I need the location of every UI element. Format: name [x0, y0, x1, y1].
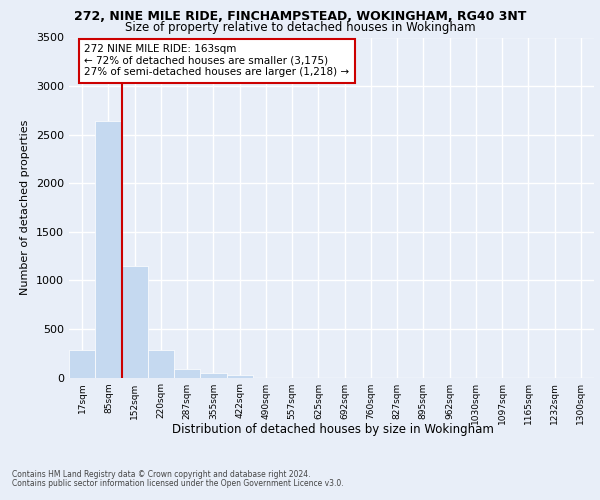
Y-axis label: Number of detached properties: Number of detached properties	[20, 120, 31, 295]
Text: Distribution of detached houses by size in Wokingham: Distribution of detached houses by size …	[172, 422, 494, 436]
Bar	[121, 266, 148, 378]
Text: Size of property relative to detached houses in Wokingham: Size of property relative to detached ho…	[125, 21, 475, 34]
Bar	[174, 369, 200, 378]
Bar	[148, 350, 174, 378]
Text: 272, NINE MILE RIDE, FINCHAMPSTEAD, WOKINGHAM, RG40 3NT: 272, NINE MILE RIDE, FINCHAMPSTEAD, WOKI…	[74, 10, 526, 23]
Bar	[227, 374, 253, 378]
Bar	[200, 373, 227, 378]
Bar	[69, 350, 95, 378]
Text: 272 NINE MILE RIDE: 163sqm
← 72% of detached houses are smaller (3,175)
27% of s: 272 NINE MILE RIDE: 163sqm ← 72% of deta…	[84, 44, 349, 78]
Text: Contains public sector information licensed under the Open Government Licence v3: Contains public sector information licen…	[12, 479, 344, 488]
Text: Contains HM Land Registry data © Crown copyright and database right 2024.: Contains HM Land Registry data © Crown c…	[12, 470, 311, 479]
Bar	[95, 121, 121, 378]
